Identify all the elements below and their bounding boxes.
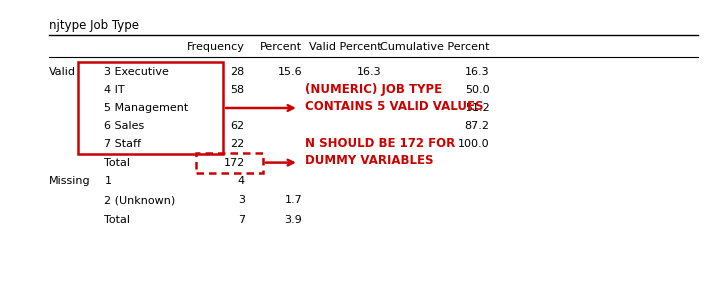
Text: Total: Total bbox=[104, 214, 130, 225]
Text: 4: 4 bbox=[238, 176, 245, 187]
Text: 1: 1 bbox=[104, 176, 112, 187]
Text: 1.7: 1.7 bbox=[284, 195, 302, 206]
Text: Percent: Percent bbox=[260, 41, 302, 52]
Text: 100.0: 100.0 bbox=[458, 139, 490, 149]
Text: 87.2: 87.2 bbox=[464, 121, 490, 131]
Text: 3.9: 3.9 bbox=[284, 214, 302, 225]
Text: 2 (Unknown): 2 (Unknown) bbox=[104, 195, 176, 206]
Text: 28: 28 bbox=[230, 67, 245, 77]
Text: Cumulative Percent: Cumulative Percent bbox=[380, 41, 490, 52]
Text: 16.3: 16.3 bbox=[465, 67, 490, 77]
Text: 50.0: 50.0 bbox=[465, 85, 490, 95]
Text: 4 IT: 4 IT bbox=[104, 85, 125, 95]
Text: 5 Management: 5 Management bbox=[104, 103, 189, 113]
Text: 3: 3 bbox=[238, 195, 245, 206]
Bar bbox=[78, 62, 223, 154]
Text: 15.6: 15.6 bbox=[278, 67, 302, 77]
Text: 22: 22 bbox=[230, 139, 245, 149]
Text: 7: 7 bbox=[238, 214, 245, 225]
Text: 3 Executive: 3 Executive bbox=[104, 67, 169, 77]
Text: 172: 172 bbox=[223, 158, 245, 168]
Text: Frequency: Frequency bbox=[187, 41, 245, 52]
Text: 62: 62 bbox=[230, 121, 245, 131]
Text: N SHOULD BE 172 FOR
DUMMY VARIABLES: N SHOULD BE 172 FOR DUMMY VARIABLES bbox=[305, 137, 455, 167]
Bar bbox=[196, 153, 263, 172]
Text: Missing: Missing bbox=[49, 176, 91, 187]
Text: Valid Percent: Valid Percent bbox=[309, 41, 382, 52]
Text: 51.2: 51.2 bbox=[465, 103, 490, 113]
Text: 7 Staff: 7 Staff bbox=[104, 139, 141, 149]
Text: njtype Job Type: njtype Job Type bbox=[49, 20, 139, 32]
Text: (NUMERIC) JOB TYPE
CONTAINS 5 VALID VALUES: (NUMERIC) JOB TYPE CONTAINS 5 VALID VALU… bbox=[305, 82, 483, 112]
Text: Valid: Valid bbox=[49, 67, 76, 77]
Text: Total: Total bbox=[104, 158, 130, 168]
Text: 6 Sales: 6 Sales bbox=[104, 121, 145, 131]
Text: 58: 58 bbox=[230, 85, 245, 95]
Text: 16.3: 16.3 bbox=[357, 67, 382, 77]
